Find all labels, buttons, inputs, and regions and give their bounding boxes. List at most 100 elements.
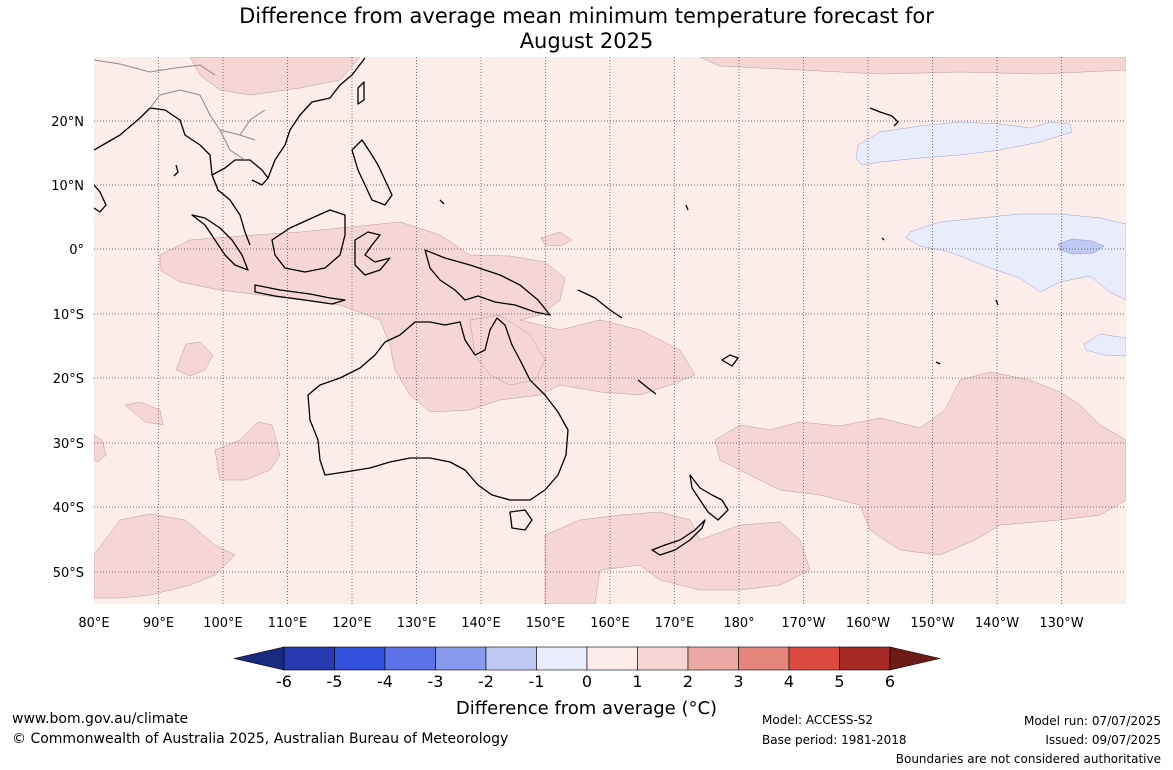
colorbar-tick-label: 2 [683,672,693,691]
cool-region-equatorial-pacific [905,213,1126,301]
colorbar-segment [435,646,487,671]
coast-australia [307,317,569,501]
lat-label: 50°S [53,566,84,581]
lon-label: 100°E [203,616,243,631]
coastlines [94,57,999,556]
colorbar-tick-label: 5 [834,672,844,691]
warm-region-indian-ocean [214,421,281,481]
coast-philippines [351,139,393,206]
website-text: www.bom.gov.au/climate [12,711,189,727]
copyright-text: © Commonwealth of Australia 2025, Austra… [12,731,509,747]
coast-borneo [271,209,346,273]
anomaly-shading [94,57,1126,604]
lon-label: 140°W [975,616,1019,631]
lon-label: 130°E [397,616,437,631]
coast-new-guinea [424,249,551,316]
graticule [94,57,1126,604]
colorbar-tick-label: -1 [529,672,545,691]
longitude-labels: 80°E 90°E 100°E 110°E 120°E 130°E 140°E … [78,616,1083,631]
title-line-1: Difference from average mean minimum tem… [239,4,934,28]
colorbar-tick-label: -6 [276,672,292,691]
lon-label: 130°W [1039,616,1083,631]
colorbar-segment [738,646,790,671]
coast-hawaii [869,107,899,127]
warm-region-small-d [540,231,573,247]
warm-region-small-a [175,341,214,377]
coast-new-caledonia [637,379,657,395]
colorbar [233,646,941,671]
colorbar-tick-label: -2 [478,672,494,691]
colorbar-low-arrow [233,646,285,671]
colorbar-high-arrow [889,646,941,671]
lat-label: 20°N [51,115,84,130]
colorbar-segment [839,646,891,671]
colorbar-tick-label: -4 [377,672,393,691]
lon-label: 160°W [846,616,890,631]
colorbar-tick-label: 6 [885,672,895,691]
lon-label: 80°E [78,616,109,631]
colorbar-tick-label: 1 [632,672,642,691]
coast-small-islands [439,199,999,365]
colorbar-label: Difference from average (°C) [455,698,718,719]
coast-india-west [94,184,107,213]
coast-tasmania [509,509,533,531]
coast-sulawesi [354,231,391,276]
lat-label: 10°N [51,179,84,194]
cool-region-south-pacific [1083,333,1126,357]
colorbar-segment [485,646,537,671]
colorbar-tick-label: 4 [784,672,794,691]
colorbar-tick-labels: -6 -5 -4 -3 -2 -1 0 1 2 3 4 5 6 [276,672,895,691]
colorbar-segment [334,646,386,671]
lon-label: 110°E [268,616,308,631]
title-line-2: August 2025 [519,29,654,53]
coast-new-zealand-north [689,474,729,521]
lat-label: 20°S [53,372,84,387]
colorbar-segment [586,646,638,671]
warm-region-north-pacific [699,57,1126,75]
lon-label: 150°W [910,616,954,631]
cooler-region-equatorial [1057,238,1105,255]
colorbar-tick-label: -3 [428,672,444,691]
warm-region-tasman [544,511,811,604]
coast-solomons [577,289,623,319]
disclaimer-text: Boundaries are not considered authoritat… [895,752,1161,766]
issued-text: Issued: 09/07/2025 [1045,733,1161,747]
colorbar-segment [536,646,588,671]
colorbar-segment [384,646,436,671]
model-text: Model: ACCESS-S2 [762,713,874,727]
coast-taiwan [357,81,365,105]
lat-label: 0° [69,243,84,258]
lon-label: 90°E [143,616,174,631]
warm-region-south-pacific [714,371,1126,556]
lon-label: 120°E [332,616,372,631]
coast-java [254,284,346,305]
colorbar-tick-label: 0 [582,672,592,691]
coast-new-zealand-south [651,519,706,556]
warm-region-small-b [124,401,164,426]
lon-label: 170°W [781,616,825,631]
lat-label: 30°S [53,437,84,452]
coast-asia-mainland [94,57,366,246]
colorbar-tick-label: 3 [733,672,743,691]
base-period-text: Base period: 1981-2018 [762,733,907,747]
country-borders [94,59,266,161]
map-title: Difference from average mean minimum tem… [0,4,1173,54]
colorbar-segment [687,646,739,671]
colorbar-segment [637,646,689,671]
coast-sumatra [191,214,249,271]
lon-label: 170°E [655,616,695,631]
coast-sri-lanka [173,164,179,177]
colorbar-tick-label: -5 [327,672,343,691]
lon-label: 140°E [461,616,501,631]
lon-label: 180° [723,616,754,631]
colorbar-segment [788,646,840,671]
colorbar-segment [283,646,335,671]
cool-region-north-pacific [855,121,1073,166]
lat-label: 10°S [53,308,84,323]
lat-label: 40°S [53,501,84,516]
coast-fiji [721,354,739,367]
latitude-labels: 20°N 10°N 0° 10°S 20°S 30°S 40°S 50°S [51,115,84,581]
model-run-text: Model run: 07/07/2025 [1023,714,1161,728]
warm-region-se-asia [189,57,361,96]
